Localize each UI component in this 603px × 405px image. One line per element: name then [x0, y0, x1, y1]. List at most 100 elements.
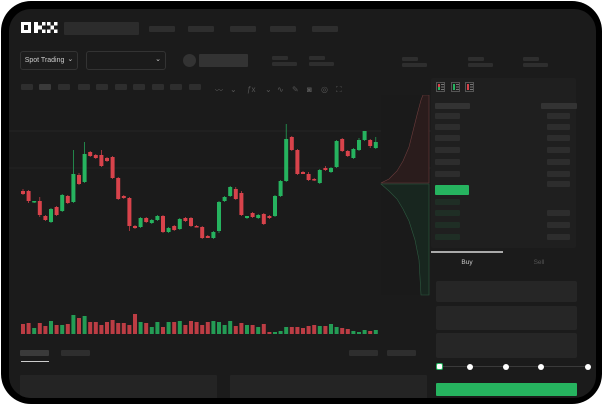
- market-selector[interactable]: Spot Trading ⌄: [20, 51, 78, 70]
- candle: [306, 172, 311, 181]
- chevron-down-icon[interactable]: ⌄: [265, 85, 272, 94]
- candle: [21, 189, 25, 195]
- candle-body: [284, 139, 289, 181]
- timeframe-option[interactable]: [58, 84, 70, 90]
- camera-icon[interactable]: ◙: [307, 85, 312, 94]
- okx-logo[interactable]: [21, 22, 58, 33]
- amount-slider[interactable]: [441, 366, 589, 367]
- candle: [211, 231, 216, 239]
- orderbook-buy-icon[interactable]: [451, 82, 460, 92]
- candle-body: [155, 216, 160, 220]
- candle-body: [99, 155, 104, 166]
- settings-icon[interactable]: ◎: [321, 85, 328, 94]
- buy-button[interactable]: [436, 383, 577, 396]
- candle: [105, 157, 109, 162]
- candle: [373, 137, 378, 149]
- volume-bar: [211, 321, 216, 334]
- candle: [138, 217, 143, 228]
- timeframe-option[interactable]: [39, 84, 51, 90]
- candle-body: [133, 226, 137, 228]
- candle: [323, 166, 328, 171]
- slider-step[interactable]: [538, 364, 544, 370]
- candle-body: [250, 213, 255, 217]
- candle: [357, 138, 361, 151]
- pair-selector[interactable]: ⌄: [86, 51, 166, 70]
- candle-body: [144, 218, 149, 222]
- candle-body: [329, 168, 333, 172]
- timeframe-option[interactable]: [78, 84, 90, 90]
- timeframe-option[interactable]: [152, 84, 164, 90]
- chart-type-icon[interactable]: 〰: [215, 86, 223, 95]
- candle: [334, 140, 339, 168]
- candle-body: [121, 196, 126, 198]
- amount-input[interactable]: [436, 306, 577, 330]
- candle: [345, 150, 350, 157]
- volume-bar: [88, 322, 93, 334]
- volume-bar: [205, 322, 210, 334]
- ask-amount: [547, 135, 570, 141]
- slider-step[interactable]: [585, 364, 591, 370]
- volume-bar: [77, 318, 81, 334]
- candle-body: [323, 168, 328, 170]
- candle-body: [43, 216, 48, 220]
- nav-item[interactable]: [312, 26, 338, 32]
- candle-body: [261, 214, 266, 224]
- candle-body: [340, 139, 345, 151]
- line-icon[interactable]: ∿: [277, 85, 284, 94]
- candle-body: [116, 178, 121, 199]
- volume-bar: [121, 323, 126, 334]
- timeframe-option[interactable]: [189, 84, 201, 90]
- timeframe-option[interactable]: [170, 84, 182, 90]
- candle-body: [239, 193, 244, 215]
- tab-open-orders[interactable]: [20, 350, 49, 356]
- candle-body: [149, 220, 154, 223]
- indicator-icon[interactable]: ƒx: [247, 85, 256, 94]
- timeframe-option[interactable]: [96, 84, 108, 90]
- tab-buy[interactable]: Buy: [461, 258, 473, 266]
- nav-item[interactable]: [270, 26, 296, 32]
- ask-price: [435, 147, 460, 153]
- price-input[interactable]: [436, 281, 577, 302]
- candle: [217, 201, 221, 233]
- chevron-down-icon[interactable]: ⌄: [230, 85, 237, 94]
- slider-step[interactable]: [503, 364, 509, 370]
- ask-amount: [547, 124, 570, 130]
- orderbook-both-icon[interactable]: [436, 82, 445, 92]
- timeframe-option[interactable]: [115, 84, 127, 90]
- nav-item[interactable]: [188, 26, 214, 32]
- volume-bar: [82, 316, 87, 334]
- total-input[interactable]: [436, 333, 577, 358]
- candle-body: [166, 228, 171, 232]
- timeframe-option[interactable]: [133, 84, 145, 90]
- candlestick-chart[interactable]: [9, 95, 431, 335]
- candle: [194, 225, 199, 228]
- ask-price: [435, 135, 460, 141]
- orderbook-sell-icon[interactable]: [465, 82, 474, 92]
- volume-bar: [71, 315, 76, 334]
- nav-item[interactable]: [230, 26, 256, 32]
- volume-bar: [99, 325, 104, 334]
- filter-button[interactable]: [349, 350, 378, 356]
- slider-handle[interactable]: [436, 363, 443, 370]
- volume-bar: [284, 327, 289, 334]
- candle: [172, 225, 177, 231]
- candle: [317, 169, 322, 184]
- timeframe-option[interactable]: [21, 84, 33, 90]
- tab-sell[interactable]: Sell: [533, 258, 545, 266]
- nav-item[interactable]: [149, 26, 175, 32]
- candle: [121, 195, 126, 199]
- volume-bar: [267, 332, 272, 334]
- ruler-icon[interactable]: ✎: [292, 85, 299, 94]
- tab-order-history[interactable]: [61, 350, 90, 356]
- volume-bar: [357, 332, 361, 334]
- bid-price: [435, 222, 460, 228]
- candle: [183, 217, 188, 222]
- candle: [149, 219, 154, 224]
- fullscreen-icon[interactable]: ⛶: [336, 85, 342, 94]
- trading-screen: Spot Trading ⌄ ⌄ 〰 ⌄ ƒx ⌄ ∿ ✎ ◙ ◎ ⛶ Bu: [9, 9, 596, 398]
- filter-button[interactable]: [387, 350, 416, 356]
- candle: [205, 235, 210, 238]
- search-bar[interactable]: [64, 22, 139, 35]
- candle-body: [60, 195, 65, 211]
- slider-step[interactable]: [467, 364, 473, 370]
